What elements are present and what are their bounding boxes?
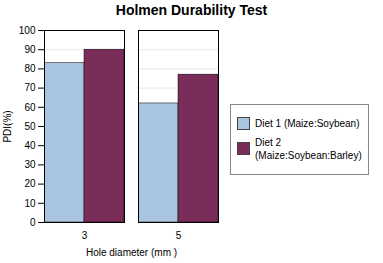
svg-text:Hole diameter (mm ): Hole diameter (mm ) — [86, 247, 177, 258]
svg-text:80: 80 — [24, 63, 36, 74]
svg-text:60: 60 — [24, 102, 36, 113]
svg-text:20: 20 — [24, 178, 36, 189]
svg-text:5: 5 — [176, 230, 182, 241]
svg-text:PDI(%): PDI(%) — [2, 110, 13, 142]
html-text:Diet 2 (Maize:Soybean:Barley): Diet 2 (Maize:Soybean:Barley) — [255, 136, 362, 161]
html-text:Diet 1 (Maize:Soybean): Diet 1 (Maize:Soybean) — [255, 117, 360, 129]
svg-text:90: 90 — [24, 44, 36, 55]
svg-text:100: 100 — [19, 25, 36, 36]
svg-text:40: 40 — [24, 140, 36, 151]
svg-text:0: 0 — [30, 217, 36, 228]
svg-text:50: 50 — [24, 121, 36, 132]
svg-text:3: 3 — [82, 230, 88, 241]
html-text:Holmen Durability Test: Holmen Durability Test — [115, 2, 268, 18]
svg-text:70: 70 — [24, 82, 36, 93]
svg-text:30: 30 — [24, 159, 36, 170]
svg-text:10: 10 — [24, 198, 36, 209]
